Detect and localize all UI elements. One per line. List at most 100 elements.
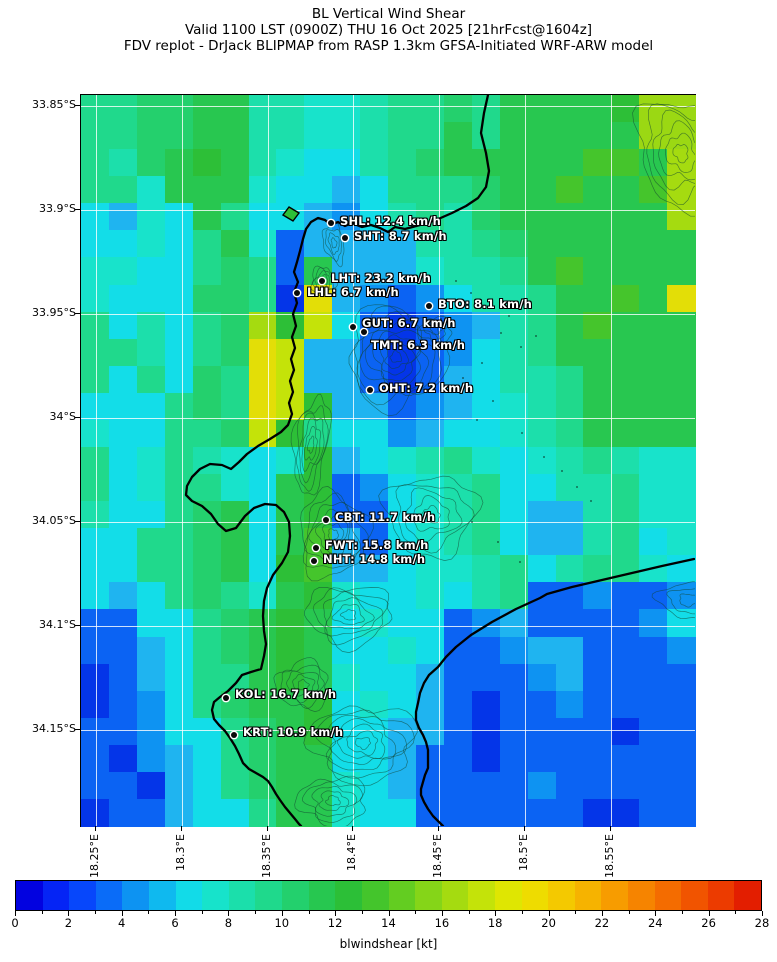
station-label-kol: KOL: 16.7 km/h [235,687,337,701]
grid-cell [583,149,612,177]
x-tick-label: 18.4°E [345,834,358,871]
grid-cell [388,528,417,556]
grid-cell [499,555,529,583]
grid-cell [136,122,166,150]
grid-cell [81,203,110,231]
grid-cell [276,122,305,150]
grid-cell [527,744,556,773]
map-speckle [590,500,592,502]
station-label-fwt: FWT: 15.8 km/h [325,538,429,552]
grid-cell [136,582,166,610]
terrain-contour [666,588,695,615]
grid-cell [667,582,696,610]
colorbar-tick [708,911,710,916]
colorbar-tick [175,911,177,916]
grid-cell [220,230,249,259]
grid-cell [304,230,333,259]
grid-cell [471,419,501,448]
grid-cell [499,663,529,692]
grid-cell [81,447,110,475]
grid-cell [108,528,138,556]
colorbar-segment [149,881,176,910]
grid-cell [304,95,333,123]
grid-cell [388,636,417,665]
terrain-contour [372,334,422,382]
grid-cell [555,447,584,475]
colorbar-tick [628,911,630,914]
grid-cell [639,474,668,502]
grid-cell [81,501,110,529]
grid-cell [667,717,696,746]
terrain-contour [652,109,695,191]
x-tick-label: 18.45°E [431,834,444,878]
station-label-shl: SHL: 12.4 km/h [340,214,442,228]
colorbar-tick-label: 22 [594,916,610,930]
colorbar-segment [494,881,522,910]
grid-cell [192,176,222,204]
grid-cell [81,636,110,665]
grid-cell [108,95,138,123]
chart-source: FDV replot - DrJack BLIPMAP from RASP 1.… [123,38,654,54]
grid-cell [81,555,110,583]
grid-cell [108,744,138,773]
terrain-contour [384,344,409,369]
grid-cell [555,663,584,692]
colorbar-segment [255,881,283,910]
grid-cell [332,419,361,448]
colorbar-tick [201,911,203,914]
grid-cell [443,636,473,665]
grid-cell [108,419,138,448]
grid-cell [164,771,194,800]
map-speckle [543,456,545,458]
grid-cell [360,447,389,475]
grid-cell [639,690,668,719]
grid-cell [555,176,584,204]
map-speckle [497,541,499,543]
terrain-contour [327,528,339,543]
grid-cell [388,690,417,719]
x-tick-mark [181,826,182,831]
grid-cell [108,636,138,665]
grid-cell [192,501,222,529]
grid-cell [220,771,249,800]
grid-cell [611,690,640,719]
grid-cell [583,311,612,340]
grid-cell [443,338,473,367]
map-speckle [455,280,457,282]
grid-cell [583,257,612,286]
graticule-parallel [81,730,695,731]
station-dot-tmt [361,329,367,335]
grid-cell [136,798,166,827]
grid-cell [304,311,333,340]
grid-cell [611,744,640,773]
grid-cell [81,609,110,638]
grid-cell [639,663,668,692]
colorbar-segment [681,881,708,910]
terrain-contour [303,501,361,565]
grid-cell [499,338,529,367]
grid-cell [388,447,417,475]
grid-cell [555,203,584,231]
grid-cell [248,392,277,421]
grid-cell [136,528,166,556]
grid-cell [360,555,389,583]
terrain-contour [389,349,402,363]
station-label-tmt: TMT: 6.3 km/h [371,338,466,352]
grid-cell [332,447,361,475]
y-tick-label: 34°S [49,410,76,423]
grid-cell [611,284,640,313]
grid-cell [81,771,110,800]
grid-cell [583,122,612,150]
x-tick-mark [95,826,96,831]
grid-cell [360,474,389,502]
graticule-meridian [353,95,354,826]
terrain-contour [273,657,329,712]
grid-cell [136,744,166,773]
grid-cell [304,365,333,394]
grid-cell [192,528,222,556]
grid-cell [443,582,473,610]
grid-cell [360,95,389,123]
grid-cell [164,447,194,475]
terrain-contour [314,709,415,779]
grid-cell [611,555,640,583]
